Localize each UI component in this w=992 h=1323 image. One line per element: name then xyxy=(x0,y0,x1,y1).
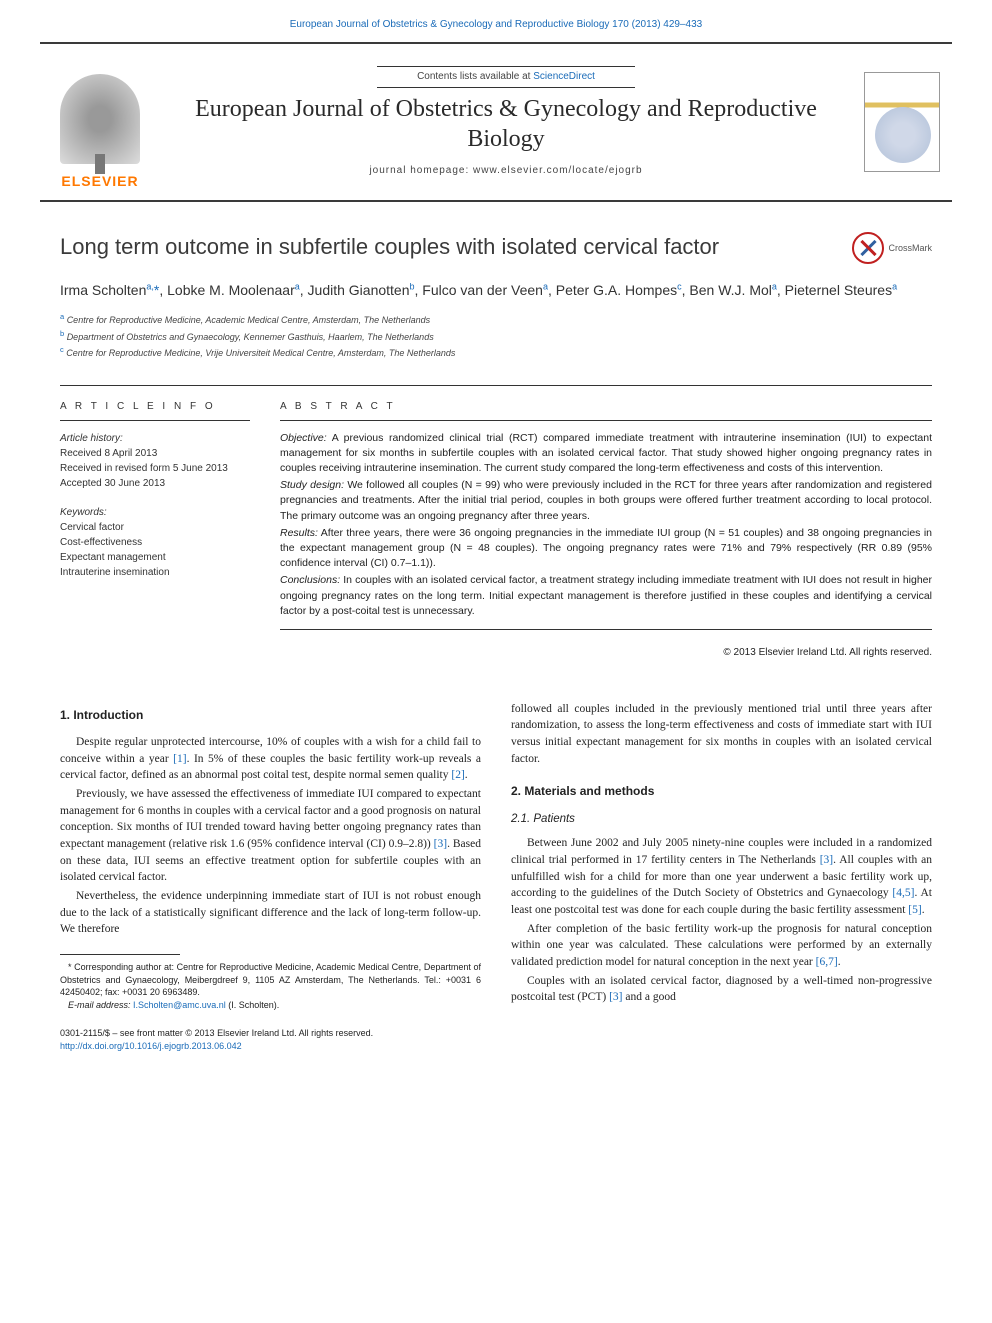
citation-link[interactable]: [5] xyxy=(908,904,921,916)
body-paragraph: Couples with an isolated cervical factor… xyxy=(511,973,932,1006)
article-info-heading: A R T I C L E I N F O xyxy=(60,400,250,421)
abstract-objective: A previous randomized clinical trial (RC… xyxy=(280,432,932,474)
authors-line: Irma Scholtena,*, Lobke M. Moolenaara, J… xyxy=(60,280,932,301)
citation-link[interactable]: [3] xyxy=(609,991,622,1003)
affiliation: b Department of Obstetrics and Gynaecolo… xyxy=(60,328,932,345)
front-matter-line: 0301-2115/$ – see front matter © 2013 El… xyxy=(60,1027,481,1052)
body-paragraph: Nevertheless, the evidence underpinning … xyxy=(60,888,481,938)
affiliations: a Centre for Reproductive Medicine, Acad… xyxy=(60,311,932,361)
affiliation: c Centre for Reproductive Medicine, Vrij… xyxy=(60,344,932,361)
keyword: Intrauterine insemination xyxy=(60,565,250,580)
keywords-block: Keywords: Cervical factor Cost-effective… xyxy=(60,505,250,580)
abstract-heading: A B S T R A C T xyxy=(280,400,932,421)
article-body: 1. Introduction Despite regular unprotec… xyxy=(60,701,932,1053)
contents-lists-line: Contents lists available at ScienceDirec… xyxy=(377,66,635,88)
journal-title: European Journal of Obstetrics & Gynecol… xyxy=(168,94,844,154)
citation-link[interactable]: [4,5] xyxy=(892,887,914,899)
abstract-column: A B S T R A C T Objective: A previous ra… xyxy=(280,386,932,661)
email-label: E-mail address: xyxy=(68,1000,131,1010)
corr-label: * Corresponding author at: xyxy=(68,962,174,972)
abstract-conclusions: In couples with an isolated cervical fac… xyxy=(280,574,932,616)
section-heading: 2. Materials and methods xyxy=(511,783,932,800)
body-paragraph: Despite regular unprotected intercourse,… xyxy=(60,734,481,784)
body-paragraph: followed all couples included in the pre… xyxy=(511,701,932,768)
journal-citation-link[interactable]: European Journal of Obstetrics & Gynecol… xyxy=(0,0,992,42)
front-matter: 0301-2115/$ – see front matter © 2013 El… xyxy=(60,1027,481,1040)
keyword: Cost-effectiveness xyxy=(60,535,250,550)
body-paragraph: Previously, we have assessed the effecti… xyxy=(60,786,481,886)
citation-link[interactable]: [3] xyxy=(434,838,447,850)
citation-link[interactable]: [1] xyxy=(173,753,186,765)
journal-cover-thumb xyxy=(864,72,940,172)
doi-link[interactable]: http://dx.doi.org/10.1016/j.ejogrb.2013.… xyxy=(60,1040,481,1053)
corresponding-author-footnote: * Corresponding author at: Centre for Re… xyxy=(60,961,481,999)
publisher-logo-box: ELSEVIER xyxy=(40,44,160,200)
email-name: (I. Scholten). xyxy=(228,1000,279,1010)
masthead-center: Contents lists available at ScienceDirec… xyxy=(160,44,852,200)
affiliation: a Centre for Reproductive Medicine, Acad… xyxy=(60,311,932,328)
abstract-objective-label: Objective: xyxy=(280,432,327,444)
abstract-body: Objective: A previous randomized clinica… xyxy=(280,431,932,661)
history-line: Accepted 30 June 2013 xyxy=(60,476,250,491)
citation-link[interactable]: [6,7] xyxy=(816,956,838,968)
masthead: ELSEVIER Contents lists available at Sci… xyxy=(40,42,952,202)
keywords-label: Keywords: xyxy=(60,505,250,520)
elsevier-tree-icon xyxy=(60,74,140,164)
crossmark-label: CrossMark xyxy=(888,242,932,255)
article-title: Long term outcome in subfertile couples … xyxy=(60,232,832,263)
journal-homepage[interactable]: journal homepage: www.elsevier.com/locat… xyxy=(369,164,642,178)
article-info-column: A R T I C L E I N F O Article history: R… xyxy=(60,386,250,661)
body-paragraph: After completion of the basic fertility … xyxy=(511,921,932,971)
history-line: Received 8 April 2013 xyxy=(60,446,250,461)
abstract-conclusions-label: Conclusions: xyxy=(280,574,340,586)
abstract-design: We followed all couples (N = 99) who wer… xyxy=(280,479,932,521)
journal-cover-box xyxy=(852,44,952,200)
subsection-heading: 2.1. Patients xyxy=(511,811,932,828)
abstract-results-label: Results: xyxy=(280,527,318,539)
history-line: Received in revised form 5 June 2013 xyxy=(60,461,250,476)
footnote-separator xyxy=(60,954,180,955)
email-link[interactable]: I.Scholten@amc.uva.nl xyxy=(133,1000,226,1010)
email-footnote: E-mail address: I.Scholten@amc.uva.nl (I… xyxy=(60,999,481,1012)
publisher-name: ELSEVIER xyxy=(61,172,138,192)
crossmark-icon xyxy=(852,232,884,264)
abstract-results: After three years, there were 36 ongoing… xyxy=(280,527,932,569)
body-paragraph: Between June 2002 and July 2005 ninety-n… xyxy=(511,835,932,918)
section-heading: 1. Introduction xyxy=(60,707,481,724)
history-label: Article history: xyxy=(60,431,250,446)
sciencedirect-link[interactable]: ScienceDirect xyxy=(533,71,595,82)
keyword: Expectant management xyxy=(60,550,250,565)
crossmark-badge[interactable]: CrossMark xyxy=(852,232,932,264)
citation-link[interactable]: [3] xyxy=(820,854,833,866)
abstract-design-label: Study design: xyxy=(280,479,344,491)
article-history: Article history: Received 8 April 2013 R… xyxy=(60,431,250,491)
citation-link[interactable]: [2] xyxy=(451,769,464,781)
keyword: Cervical factor xyxy=(60,520,250,535)
abstract-copyright: © 2013 Elsevier Ireland Ltd. All rights … xyxy=(280,646,932,661)
contents-prefix: Contents lists available at xyxy=(417,71,533,82)
